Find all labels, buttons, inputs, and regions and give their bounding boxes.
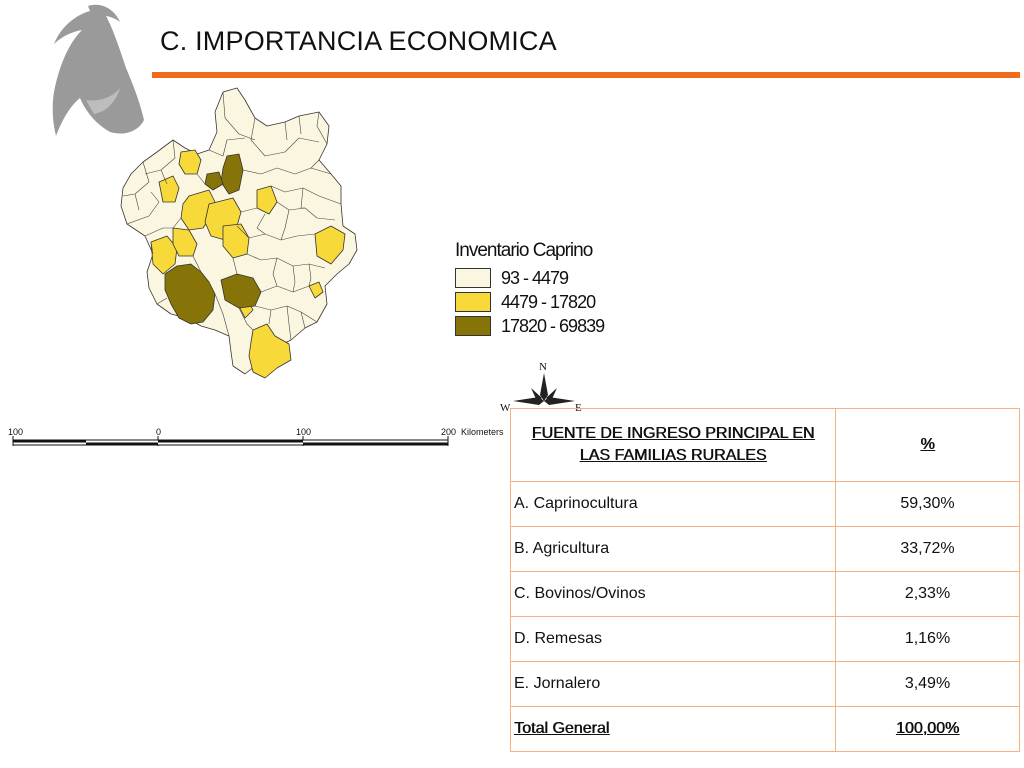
map-municipality-high bbox=[164, 263, 216, 325]
map-municipality-high bbox=[204, 171, 224, 191]
total-value: 100,00% bbox=[835, 706, 1020, 752]
scale-unit-label: Kilometers bbox=[461, 427, 504, 437]
row-label: A. Caprinocultura bbox=[510, 481, 836, 527]
legend-label: 17820 - 69839 bbox=[501, 315, 605, 336]
row-label: E. Jornalero bbox=[510, 661, 836, 707]
row-value: 1,16% bbox=[835, 616, 1020, 662]
row-value: 59,30% bbox=[835, 481, 1020, 527]
table-row: D. Remesas 1,16% bbox=[510, 616, 1020, 662]
map-municipality-mid bbox=[314, 225, 346, 265]
total-label: Total General bbox=[510, 706, 836, 752]
title-underline bbox=[152, 72, 1020, 78]
map-municipality-mid bbox=[158, 175, 180, 203]
map-scale-bar: 100 0 100 200 Kilometers bbox=[8, 427, 504, 446]
map-legend: Inventario Caprino 93 - 4479 4479 - 1782… bbox=[455, 240, 605, 338]
page-title: C. IMPORTANCIA ECONOMICA bbox=[160, 26, 557, 56]
legend-item: 93 - 4479 bbox=[455, 266, 604, 290]
header-line: FUENTE DE INGRESO PRINCIPAL EN bbox=[531, 425, 815, 442]
row-value: 2,33% bbox=[835, 571, 1020, 617]
scale-tick-label: 100 bbox=[296, 427, 311, 437]
map-municipality-high bbox=[220, 153, 244, 195]
scale-tick-label: 0 bbox=[156, 427, 161, 437]
compass-west: W bbox=[500, 402, 511, 413]
legend-swatch bbox=[455, 316, 491, 336]
table-row: C. Bovinos/Ovinos 2,33% bbox=[510, 571, 1020, 617]
legend-item: 17820 - 69839 bbox=[455, 314, 605, 338]
legend-label: 93 - 4479 bbox=[501, 267, 569, 288]
scale-tick-label: 200 bbox=[441, 427, 456, 437]
legend-swatch bbox=[455, 268, 491, 288]
legend-item: 4479 - 17820 bbox=[455, 290, 604, 314]
compass-north: N bbox=[539, 361, 547, 373]
header-line: LAS FAMILIAS RURALES bbox=[579, 447, 767, 464]
table-row: A. Caprinocultura 59,30% bbox=[510, 481, 1020, 527]
compass-east: E bbox=[575, 402, 582, 413]
table-row: B. Agricultura 33,72% bbox=[510, 526, 1020, 572]
table-total-row: Total General 100,00% bbox=[510, 706, 1020, 752]
row-value: 33,72% bbox=[835, 526, 1020, 572]
map-municipality-mid bbox=[248, 323, 292, 379]
map-municipality-mid bbox=[256, 185, 278, 215]
row-value: 3,49% bbox=[835, 661, 1020, 707]
scale-tick-label: 100 bbox=[8, 427, 23, 437]
header-percent: % bbox=[835, 408, 1020, 482]
row-label: D. Remesas bbox=[510, 616, 836, 662]
legend-label: 4479 - 17820 bbox=[501, 291, 596, 312]
goat-head-icon bbox=[52, 4, 144, 136]
map-municipality-mid bbox=[150, 235, 178, 275]
table-row: E. Jornalero 3,49% bbox=[510, 661, 1020, 707]
goat-inventory-map bbox=[120, 87, 358, 379]
income-source-table: FUENTE DE INGRESO PRINCIPAL EN LAS FAMIL… bbox=[510, 408, 1020, 752]
header-income-source: FUENTE DE INGRESO PRINCIPAL EN LAS FAMIL… bbox=[510, 408, 836, 482]
table-header-row: FUENTE DE INGRESO PRINCIPAL EN LAS FAMIL… bbox=[510, 408, 1020, 482]
row-label: C. Bovinos/Ovinos bbox=[510, 571, 836, 617]
map-municipality-high bbox=[220, 273, 262, 309]
map-municipality-mid bbox=[308, 281, 324, 299]
row-label: B. Agricultura bbox=[510, 526, 836, 572]
legend-title: Inventario Caprino bbox=[455, 240, 593, 261]
compass-rose-icon: N W E bbox=[500, 361, 582, 413]
legend-swatch bbox=[455, 292, 491, 312]
